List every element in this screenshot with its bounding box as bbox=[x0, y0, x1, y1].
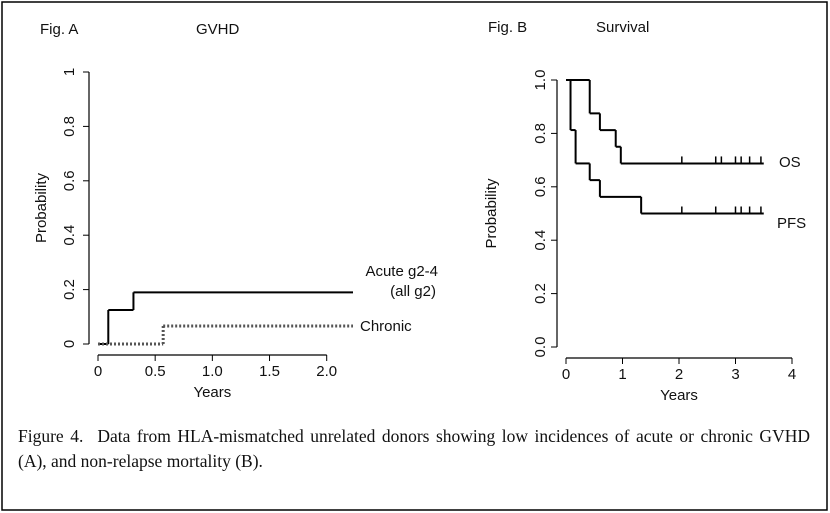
series-label: PFS bbox=[777, 215, 806, 232]
x-tick-label: 0 bbox=[562, 366, 570, 383]
y-tick-label: 0.8 bbox=[532, 123, 549, 144]
x-tick-label: 3 bbox=[731, 366, 739, 383]
y-tick-label: 0.4 bbox=[61, 225, 78, 246]
caption-label: Figure 4. bbox=[18, 426, 84, 446]
series-label: Acute g2-4 bbox=[365, 263, 438, 280]
caption: Figure 4. Data from HLA-mismatched unrela… bbox=[18, 424, 810, 474]
series-note: (all g2) bbox=[390, 283, 436, 300]
y-tick-label: 1.0 bbox=[532, 70, 549, 91]
y-tick-label: 0.8 bbox=[61, 116, 78, 137]
x-tick-label: 0 bbox=[94, 363, 102, 380]
x-axis-label: Years bbox=[193, 384, 231, 401]
x-tick-label: 1.0 bbox=[202, 363, 223, 380]
y-axis-label: Probability bbox=[33, 172, 50, 243]
chart-title: GVHD bbox=[196, 21, 240, 38]
y-tick-label: 0.4 bbox=[532, 230, 549, 251]
series-label: OS bbox=[779, 154, 801, 171]
chart-title: Survival bbox=[596, 19, 649, 36]
x-tick-label: 2.0 bbox=[316, 363, 337, 380]
panel-label: Fig. A bbox=[40, 21, 78, 38]
series-label: Chronic bbox=[360, 318, 412, 335]
x-tick-label: 4 bbox=[788, 366, 796, 383]
y-tick-label: 1 bbox=[61, 68, 78, 76]
y-tick-label: 0.2 bbox=[532, 283, 549, 304]
x-axis-label: Years bbox=[660, 387, 698, 404]
y-tick-label: 0.2 bbox=[61, 279, 78, 300]
x-tick-label: 0.5 bbox=[145, 363, 166, 380]
y-tick-label: 0 bbox=[61, 340, 78, 348]
y-tick-label: 0.6 bbox=[61, 170, 78, 191]
x-tick-label: 1 bbox=[618, 366, 626, 383]
y-axis-label: Probability bbox=[483, 178, 500, 249]
x-tick-label: 2 bbox=[675, 366, 683, 383]
panel-label: Fig. B bbox=[488, 19, 527, 36]
x-tick-label: 1.5 bbox=[259, 363, 280, 380]
y-tick-label: 0.6 bbox=[532, 176, 549, 197]
y-tick-label: 0.0 bbox=[532, 337, 549, 358]
caption-text: Data from HLA-mismatched unrelated donor… bbox=[18, 426, 810, 471]
